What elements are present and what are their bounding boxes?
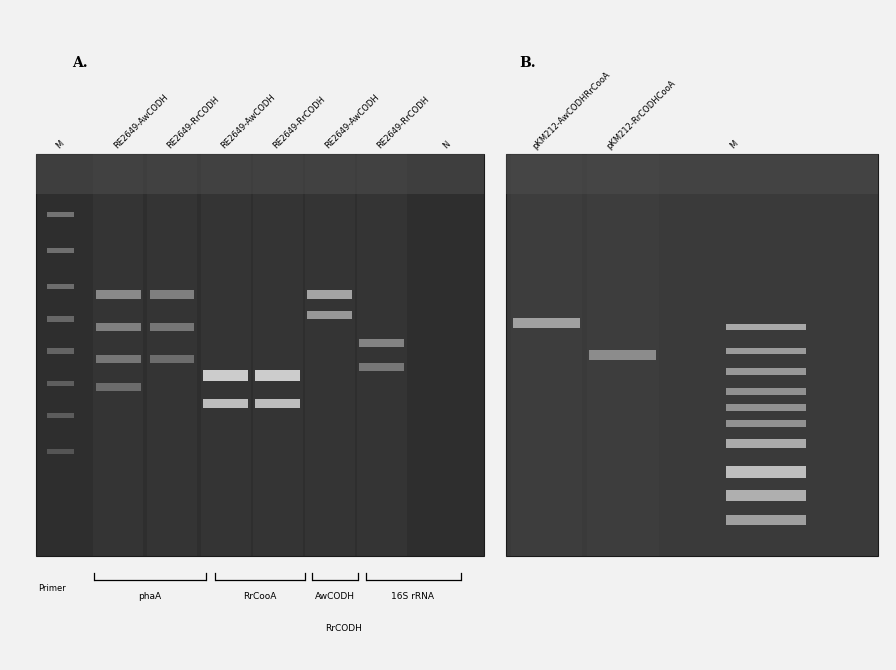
Text: M: M [728, 139, 740, 151]
Bar [253, 154, 303, 556]
Text: RE2649-RrCODH: RE2649-RrCODH [375, 95, 431, 151]
Bar [357, 154, 407, 556]
Text: pKM212-RrCODHCooA: pKM212-RrCODHCooA [605, 78, 677, 151]
Bar [147, 154, 197, 556]
Text: AwCODH: AwCODH [315, 592, 355, 600]
Bar [726, 404, 806, 411]
Bar [359, 339, 404, 348]
Bar [305, 154, 355, 556]
Bar [203, 370, 248, 381]
Text: phaA: phaA [138, 592, 161, 600]
Text: RrCooA: RrCooA [243, 592, 277, 600]
Bar [359, 363, 404, 371]
Bar [201, 154, 251, 556]
Text: B.: B. [520, 56, 537, 70]
Text: N: N [442, 140, 452, 151]
Text: M: M [55, 139, 66, 151]
Bar [726, 490, 806, 501]
Bar [47, 248, 74, 253]
Bar [47, 381, 74, 386]
Bar [96, 322, 141, 331]
Bar [47, 413, 74, 418]
Bar [726, 439, 806, 448]
Bar [255, 399, 300, 408]
Bar [506, 154, 878, 556]
Bar [203, 399, 248, 408]
Bar [726, 466, 806, 478]
Bar [150, 322, 194, 331]
Bar [47, 284, 74, 289]
Text: Primer: Primer [38, 584, 65, 593]
Bar [47, 316, 74, 322]
Text: A.: A. [72, 56, 87, 70]
Bar [36, 154, 484, 194]
Bar [726, 388, 806, 395]
Bar [47, 449, 74, 454]
Bar [726, 420, 806, 427]
Bar [506, 154, 878, 194]
Bar [726, 515, 806, 525]
Bar [150, 290, 194, 299]
Bar [726, 368, 806, 375]
Text: RE2649-AwCODH: RE2649-AwCODH [323, 93, 381, 151]
Text: RE2649-RrCODH: RE2649-RrCODH [166, 95, 221, 151]
Bar [47, 348, 74, 354]
Text: RE2649-AwCODH: RE2649-AwCODH [220, 93, 277, 151]
Bar [726, 324, 806, 330]
Bar [513, 318, 581, 328]
Bar [36, 154, 484, 556]
Bar [93, 154, 143, 556]
Text: pKM212-AwCODHRrCooA: pKM212-AwCODHRrCooA [531, 70, 612, 151]
Bar [255, 370, 300, 381]
Bar [96, 383, 141, 391]
Bar [47, 212, 74, 217]
Text: 16S rRNA: 16S rRNA [391, 592, 434, 600]
Text: RE2649-AwCODH: RE2649-AwCODH [112, 93, 169, 151]
Bar [96, 290, 141, 299]
Bar [587, 154, 659, 556]
Bar [590, 350, 656, 360]
Text: RE2649-RrCODH: RE2649-RrCODH [271, 95, 327, 151]
Bar [307, 290, 352, 299]
Bar [96, 355, 141, 363]
Bar [307, 311, 352, 319]
Bar [511, 154, 582, 556]
Bar [726, 348, 806, 354]
Bar [150, 355, 194, 363]
Text: RrCODH: RrCODH [324, 624, 362, 633]
